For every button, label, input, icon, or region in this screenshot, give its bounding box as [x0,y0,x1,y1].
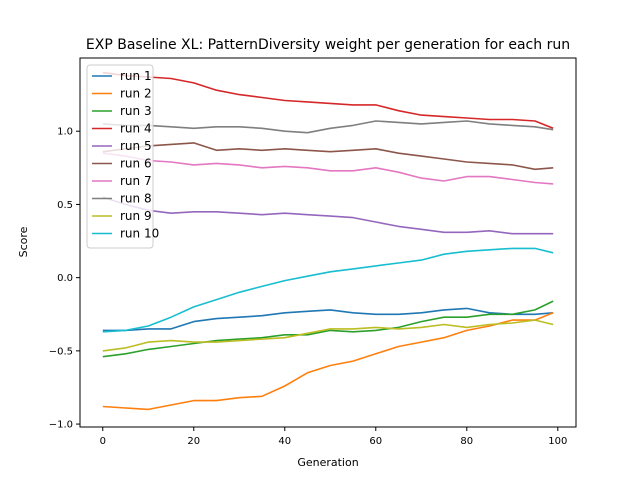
legend-label: run 7 [120,174,152,188]
legend-label: run 3 [120,104,152,118]
series-layer [102,71,554,411]
x-tick-label: 20 [187,436,200,447]
legend-label: run 8 [120,192,152,206]
series-line-3 [102,300,554,358]
y-axis-label: Score [17,226,30,257]
legend-label: run 5 [120,139,152,153]
axes-frame [79,57,577,428]
plot-area [79,57,577,428]
legend-label: run 10 [120,227,159,241]
y-tick-label: 0.0 [57,273,73,284]
legend-label: run 2 [120,87,152,101]
x-tick-label: 60 [369,436,382,447]
x-axis-label: Generation [297,456,358,469]
y-tick-label: −1.0 [49,420,73,431]
series-line-5 [102,196,554,235]
y-tick-label: 0.5 [57,200,73,211]
y-tick-label: −0.5 [49,346,73,357]
legend-label: run 4 [120,122,152,136]
series-line-7 [102,152,554,185]
x-axis: 0 20 40 60 80 100 [100,427,567,447]
x-tick-label: 100 [548,436,567,447]
legend-label: run 1 [120,69,152,83]
series-line-1 [102,307,554,332]
series-line-10 [102,247,554,333]
x-tick-label: 80 [460,436,473,447]
series-line-6 [102,142,554,171]
y-tick-label: 1.0 [57,127,73,138]
legend-label: run 9 [120,209,152,223]
series-line-4 [102,71,554,130]
series-line-9 [102,319,554,352]
x-tick-label: 40 [278,436,291,447]
y-axis: −1.0 −0.5 0.0 0.5 1.0 [49,127,80,431]
legend-label: run 6 [120,157,152,171]
series-line-8 [102,120,554,134]
chart-title: EXP Baseline XL: PatternDiversity weight… [86,37,570,53]
series-line-2 [102,312,554,411]
legend: run 1 run 2 run 3 run 4 run 5 run 6 run 7 run 8… [86,64,159,249]
x-tick-label: 0 [100,436,106,447]
